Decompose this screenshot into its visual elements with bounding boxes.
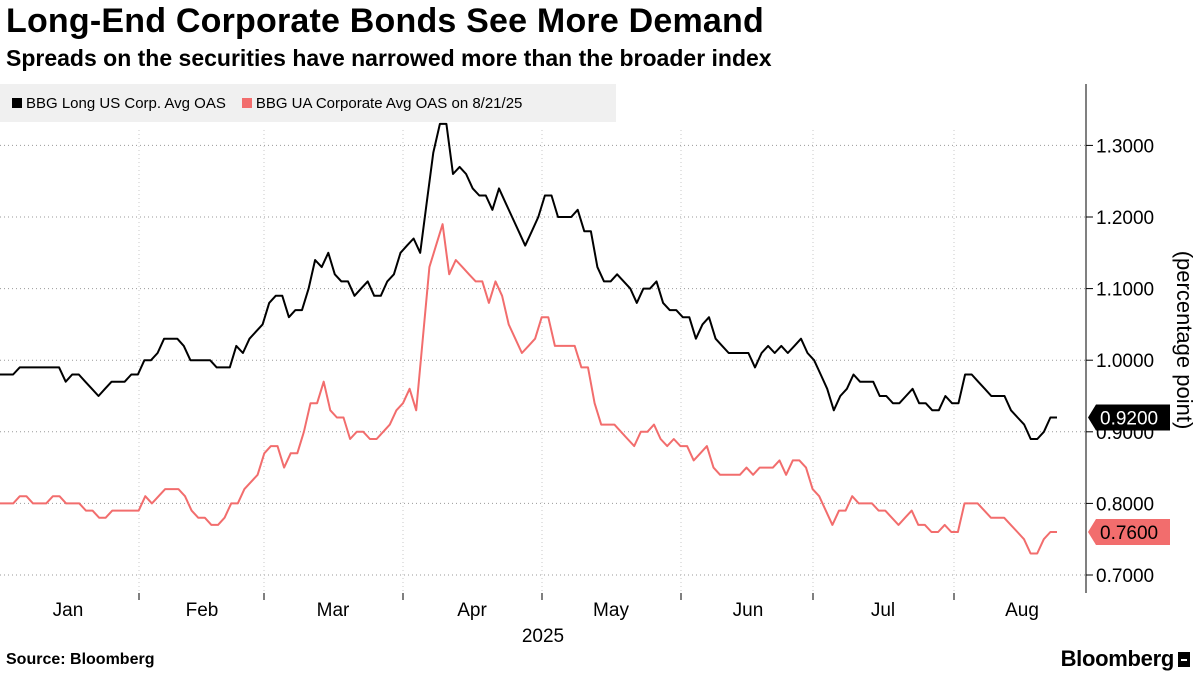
y-tick-label: 1.0000 — [1096, 351, 1154, 372]
legend-label-long-corp: BBG Long US Corp. Avg OAS — [26, 94, 226, 112]
y-ticks: 0.70000.80000.90001.00001.10001.20001.30… — [1086, 136, 1154, 587]
x-tick-label: Mar — [317, 600, 350, 621]
chart-legend: BBG Long US Corp. Avg OAS BBG UA Corpora… — [0, 84, 616, 122]
end-label-tag-long-corp — [1088, 404, 1170, 431]
bloomberg-logo: Bloomberg — [1061, 646, 1190, 672]
chart-title: Long-End Corporate Bonds See More Demand — [6, 2, 764, 40]
legend-label-ua-corp: BBG UA Corporate Avg OAS on 8/21/25 — [255, 94, 523, 112]
legend-swatch-long-corp — [12, 98, 22, 108]
x-tick-label: Apr — [457, 600, 487, 621]
chart-subtitle: Spreads on the securities have narrowed … — [6, 45, 772, 71]
end-value-labels: 0.9200 0.7600 — [1088, 404, 1170, 546]
x-tick-label: Jan — [53, 600, 84, 621]
y-tick-label: 0.7000 — [1096, 566, 1154, 587]
x-axis-year-label: 2025 — [522, 626, 564, 647]
x-tick-label: Aug — [1005, 600, 1039, 621]
x-tick-label: Feb — [186, 600, 219, 621]
end-label-tag-ua-corp — [1088, 519, 1170, 546]
bloomberg-mark-icon — [1178, 651, 1190, 667]
brand-text: Bloomberg — [1060, 646, 1175, 671]
legend-item-ua-corp: BBG UA Corporate Avg OAS on 8/21/25 — [241, 94, 523, 112]
end-label-long-corp: 0.9200 — [1100, 408, 1158, 429]
series-lines — [0, 122, 1057, 555]
legend-item-long-corp: BBG Long US Corp. Avg OAS — [12, 95, 226, 112]
y-axis-label: (percentage point) — [1172, 251, 1197, 430]
series-line-long-corp — [0, 122, 1057, 440]
x-tick-label: Jun — [733, 600, 764, 621]
y-tick-label: 1.2000 — [1096, 208, 1154, 229]
x-tick-label: May — [593, 600, 629, 621]
legend-swatch-ua-corp — [241, 98, 252, 108]
y-tick-label: 0.8000 — [1096, 494, 1154, 515]
y-tick-label: 1.1000 — [1096, 280, 1154, 301]
y-tick-label: 1.3000 — [1096, 136, 1154, 157]
series-line-ua-corp — [0, 223, 1057, 555]
end-label-ua-corp: 0.7600 — [1100, 523, 1158, 544]
source-note: Source: Bloomberg — [6, 651, 155, 668]
x-tick-label: Jul — [871, 600, 895, 621]
grid-lines — [0, 130, 1086, 593]
x-ticks: Jan Feb Mar Apr May Jun Jul Aug — [53, 593, 1039, 621]
